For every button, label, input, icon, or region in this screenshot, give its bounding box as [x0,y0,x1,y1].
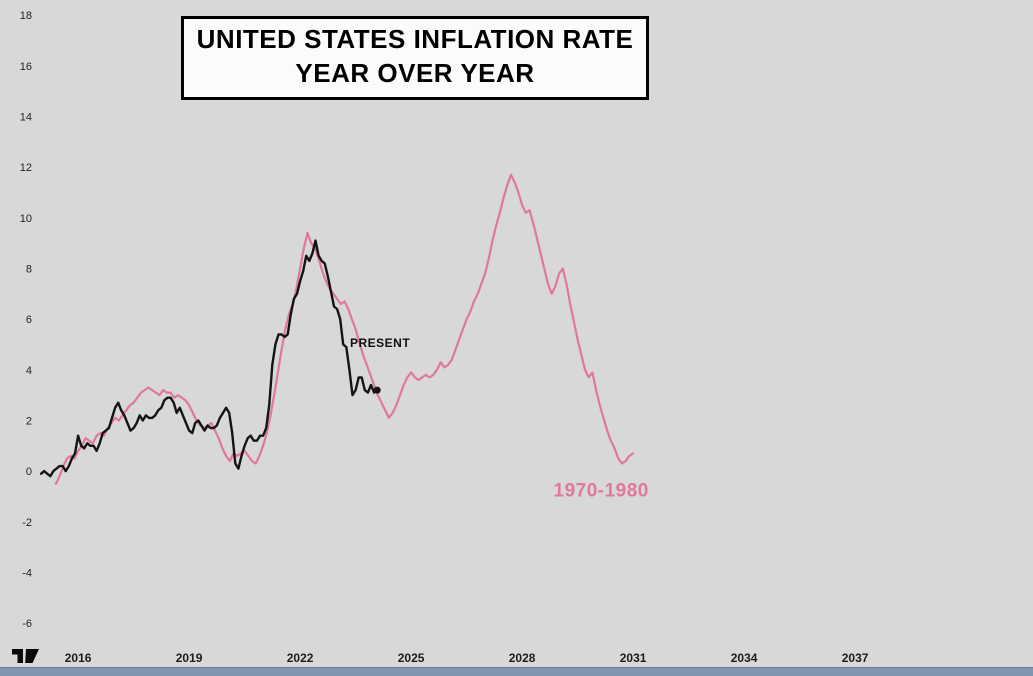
x-tick-label: 2019 [176,651,203,665]
y-tick-label: 18 [20,10,32,22]
series-line-present [39,239,379,478]
x-tick-label: 2031 [620,651,647,665]
series-line-1970-1980 [54,173,635,485]
y-tick-label: 12 [20,162,32,174]
y-tick-label: 6 [26,314,32,326]
tradingview-logo-icon [12,649,39,663]
tradingview-logo[interactable] [12,647,42,665]
y-tick-label: 10 [20,213,32,225]
y-tick-label: 0 [26,466,32,478]
y-tick-label: 4 [26,365,32,377]
present-label: PRESENT [350,336,410,350]
series-end-dot [373,386,381,394]
x-tick-label: 2028 [509,651,536,665]
bottom-bar [0,667,1033,676]
y-tick-label: 8 [26,264,32,276]
y-tick-label: 16 [20,61,32,73]
chart-title-line1: UNITED STATES INFLATION RATE [196,24,634,54]
x-tick-label: 2022 [287,651,314,665]
era-1970-1980-label: 1970-1980 [554,481,649,502]
x-tick-label: 2025 [398,651,425,665]
x-tick-label: 2034 [731,651,758,665]
chart-title-box: UNITED STATES INFLATION RATE YEAR OVER Y… [181,16,649,100]
x-tick-label: 2037 [842,651,869,665]
x-tick-label: 2016 [65,651,92,665]
chart-title-line2: YEAR OVER YEAR [295,57,535,88]
y-tick-label: -6 [22,618,32,630]
y-tick-label: 2 [26,416,32,428]
y-tick-label: 14 [20,112,32,124]
y-tick-label: -2 [22,517,32,529]
y-tick-label: -4 [22,568,32,580]
